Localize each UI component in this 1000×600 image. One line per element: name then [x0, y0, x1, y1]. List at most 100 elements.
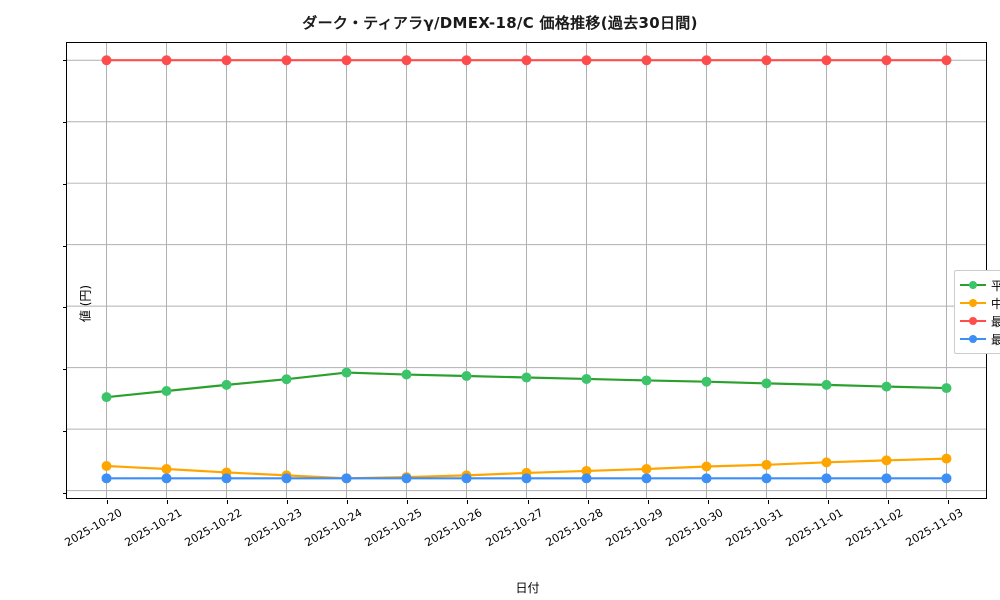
x-axis-label: 日付 [515, 581, 540, 595]
legend-label: 平均値 [991, 278, 1000, 293]
data-point-marker [941, 453, 952, 464]
data-point-marker [461, 55, 472, 66]
data-point-marker [521, 473, 532, 484]
data-point-marker [881, 55, 892, 66]
data-point-marker [281, 55, 292, 66]
x-tick-mark [527, 500, 529, 504]
x-tick-mark [226, 500, 228, 504]
x-tick-label: 2025-10-20 [62, 506, 124, 550]
chart-legend: 平均値中央値最高値最安値 [954, 270, 1000, 354]
y-tick-mark [63, 430, 67, 432]
x-tick-mark [647, 500, 649, 504]
data-point-marker [701, 473, 712, 484]
data-point-marker [821, 457, 832, 468]
plot-area: 値 (円) 255075100125150175200 2025-10-2020… [62, 42, 1000, 595]
x-tick-mark [286, 500, 288, 504]
data-point-marker [581, 55, 592, 66]
x-tick-label: 2025-11-03 [903, 506, 966, 550]
data-point-marker [761, 473, 772, 484]
x-tick-mark [587, 500, 589, 504]
data-point-marker [161, 473, 172, 484]
x-tick-mark [407, 500, 409, 504]
data-point-marker [761, 459, 772, 470]
legend-label: 中央値 [991, 296, 1000, 311]
data-point-marker [701, 55, 712, 66]
x-tick-mark [347, 500, 349, 504]
y-tick-mark [63, 122, 67, 124]
y-tick-mark [63, 60, 67, 62]
legend-label: 最安値 [991, 332, 1000, 347]
y-tick-mark [63, 369, 67, 371]
data-point-marker [881, 473, 892, 484]
legend-swatch-icon [960, 296, 986, 310]
data-point-marker [761, 55, 772, 66]
data-point-marker [821, 473, 832, 484]
data-point-marker [641, 55, 652, 66]
x-tick-label: 2025-10-26 [422, 506, 485, 550]
x-tick-label: 2025-10-29 [603, 506, 666, 550]
data-point-marker [221, 55, 232, 66]
x-tick-mark [166, 500, 168, 504]
legend-swatch-icon [960, 314, 986, 328]
data-point-marker [341, 55, 352, 66]
data-point-marker [701, 461, 712, 472]
x-tick-label: 2025-11-01 [783, 506, 846, 550]
data-point-marker [161, 463, 172, 474]
legend-item-2[interactable]: 中央値 [960, 294, 1000, 312]
data-point-marker [821, 55, 832, 66]
legend-item-1[interactable]: 平均値 [960, 276, 1000, 294]
x-axis-ticks: 2025-10-20 2025-10-21 2025-10-22 2025-10-23… [62, 500, 988, 590]
data-point-marker [941, 473, 952, 484]
data-point-marker [401, 473, 412, 484]
data-point-marker [581, 373, 592, 384]
legend-label: 最高値 [991, 314, 1000, 329]
data-point-marker [881, 381, 892, 392]
x-tick-mark [467, 500, 469, 504]
x-tick-mark [888, 500, 890, 504]
data-point-marker [401, 55, 412, 66]
data-point-marker [341, 367, 352, 378]
data-point-marker [461, 473, 472, 484]
y-tick-mark [63, 307, 67, 309]
x-tick-label: 2025-10-25 [362, 506, 425, 550]
data-point-marker [581, 465, 592, 476]
data-point-marker [401, 369, 412, 380]
data-point-marker [281, 374, 292, 385]
data-point-marker [341, 473, 352, 484]
x-tick-label: 2025-10-27 [483, 506, 545, 550]
data-point-marker [941, 55, 952, 66]
data-point-marker [221, 379, 232, 390]
grid-layer [67, 43, 986, 498]
data-point-marker [761, 378, 772, 389]
x-tick-label: 2025-10-31 [723, 506, 786, 550]
data-point-marker [521, 372, 532, 383]
data-point-marker [101, 55, 112, 66]
data-point-marker [101, 392, 112, 403]
legend-swatch-icon [960, 278, 986, 292]
x-tick-label: 2025-11-02 [843, 506, 906, 550]
legend-item-4[interactable]: 最安値 [960, 330, 1000, 348]
series-layer [101, 55, 952, 484]
data-point-marker [221, 473, 232, 484]
data-point-marker [581, 473, 592, 484]
x-tick-label: 2025-10-28 [543, 506, 605, 550]
data-point-marker [641, 375, 652, 386]
legend-item-3[interactable]: 最高値 [960, 312, 1000, 330]
data-point-marker [641, 473, 652, 484]
x-tick-mark [106, 500, 108, 504]
data-point-marker [161, 55, 172, 66]
data-point-marker [101, 473, 112, 484]
x-tick-mark [948, 500, 950, 504]
x-tick-mark [828, 500, 830, 504]
x-tick-label: 2025-10-24 [302, 506, 365, 550]
x-tick-label: 2025-10-30 [663, 506, 726, 550]
data-point-marker [521, 55, 532, 66]
data-point-marker [881, 455, 892, 466]
data-point-marker [701, 376, 712, 387]
legend-swatch-icon [960, 332, 986, 346]
y-tick-mark [63, 183, 67, 185]
data-point-marker [941, 383, 952, 394]
data-point-marker [641, 463, 652, 474]
x-tick-mark [707, 500, 709, 504]
data-point-marker [101, 461, 112, 472]
